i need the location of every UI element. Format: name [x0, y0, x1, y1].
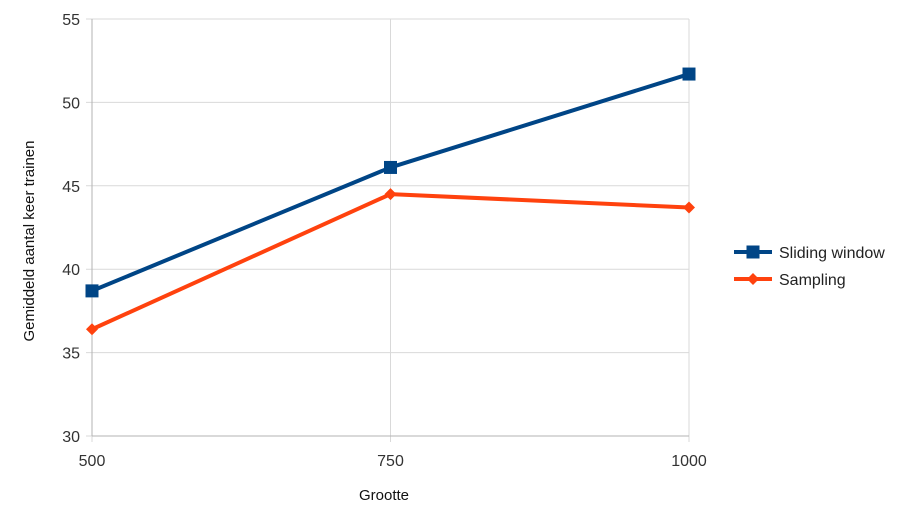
x-tick-label: 500	[79, 453, 106, 470]
y-axis-label: Gemiddeld aantal keer trainen	[21, 141, 38, 342]
y-tick-labels: 30 35 40 45 50 55	[62, 12, 80, 446]
data-point-sampling	[384, 188, 397, 201]
y-tick-label: 50	[62, 95, 80, 112]
grid	[86, 18, 690, 442]
axes	[91, 19, 689, 437]
data-point-sliding-window	[682, 67, 696, 81]
data-point-sampling	[683, 201, 695, 214]
y-tick-label: 40	[62, 262, 80, 279]
legend-swatch-marker	[747, 273, 759, 285]
legend-item-sampling: Sampling	[734, 272, 846, 289]
x-axis-label: Grootte	[359, 487, 409, 504]
legend-label: Sampling	[779, 272, 846, 289]
legend-item-sliding-window: Sliding window	[734, 245, 885, 262]
x-tick-label: 750	[377, 453, 404, 470]
data-point-sliding-window	[384, 160, 397, 174]
series-group	[85, 67, 696, 336]
x-tick-labels: 500 750 1000	[79, 453, 707, 470]
legend: Sliding window Sampling	[734, 245, 885, 289]
data-point-sampling	[86, 323, 98, 336]
x-tick-label: 1000	[671, 453, 707, 470]
y-tick-label: 45	[62, 179, 80, 196]
y-tick-label: 30	[62, 429, 80, 446]
legend-label: Sliding window	[779, 245, 885, 262]
legend-swatch-marker	[746, 245, 760, 259]
y-tick-label: 55	[62, 12, 80, 29]
data-point-sliding-window	[85, 284, 99, 298]
series-sampling	[86, 188, 695, 336]
y-tick-label: 35	[62, 346, 80, 363]
series-sliding-window	[85, 67, 696, 298]
